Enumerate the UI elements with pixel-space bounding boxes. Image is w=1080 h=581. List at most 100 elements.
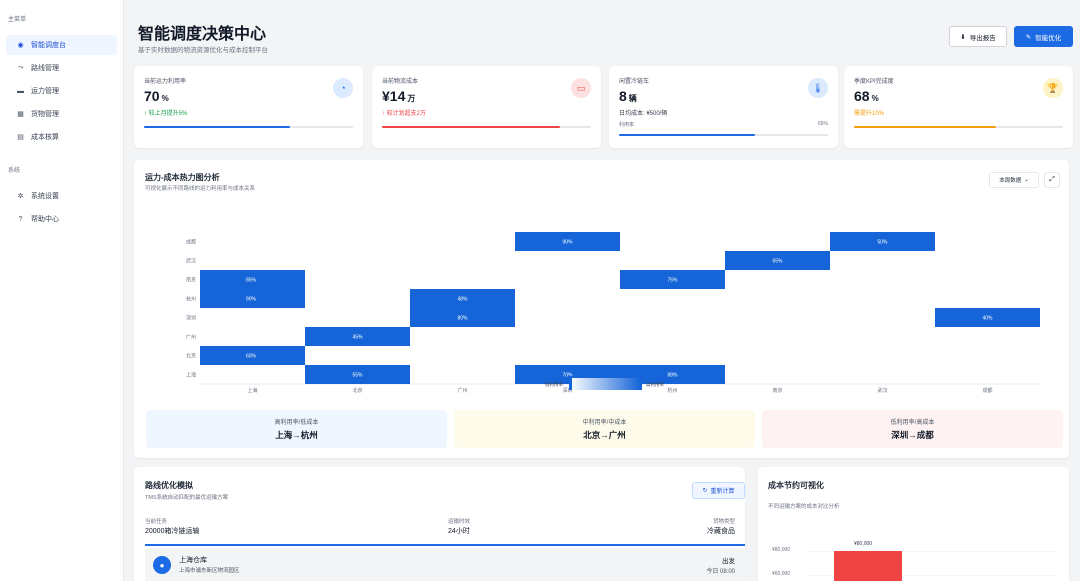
heatmap-cell-label: 90% bbox=[562, 240, 573, 246]
cost-subtitle: 不同运输方案的成本对比分析 bbox=[768, 504, 840, 510]
kpi-progress-fill bbox=[619, 134, 755, 136]
sidebar-item-label: 成本核算 bbox=[31, 134, 59, 141]
sidebar-section-system: 系统 bbox=[8, 168, 21, 174]
heatmap-cell[interactable] bbox=[200, 346, 305, 365]
heatmap-cell-label: 45% bbox=[352, 335, 363, 341]
sidebar-item[interactable]: ✲ 系统设置 bbox=[6, 186, 117, 206]
x-tick-label: 杭州 bbox=[667, 387, 677, 394]
heatmap-cell[interactable] bbox=[305, 327, 410, 346]
pencil-icon: ✎ bbox=[1025, 33, 1032, 41]
sidebar-item[interactable]: ⤳ 路线管理 bbox=[6, 58, 117, 78]
route-progress-line bbox=[145, 544, 745, 546]
sidebar-item[interactable]: ▤ 成本核算 bbox=[6, 127, 117, 147]
export-report-button[interactable]: ⬇ 导出报告 bbox=[949, 26, 1007, 47]
recalculate-button[interactable]: ↻ 重新计算 bbox=[692, 482, 745, 499]
heatmap-cell[interactable] bbox=[305, 365, 410, 384]
route-summary: 低利用率/高成本 深圳→成都 bbox=[762, 410, 1063, 448]
kpi-progress-track bbox=[382, 126, 591, 128]
heatmap-cell-label: 65% bbox=[772, 259, 783, 265]
location-pin-icon: ● bbox=[153, 556, 171, 574]
chevron-down-icon: ⌄ bbox=[1024, 177, 1029, 183]
heatmap-cell[interactable] bbox=[200, 270, 305, 289]
sidebar-item[interactable]: ▬ 运力管理 bbox=[6, 81, 117, 101]
kpi-card: 季度KPI完成度 68% 需提升10% 🏆 bbox=[844, 66, 1073, 148]
kpi-label: 当前运力利用率 bbox=[144, 79, 187, 85]
heatmap-cell-label: 48% bbox=[457, 297, 468, 303]
kpi-progress-fill bbox=[854, 126, 997, 128]
kpi-number: 68 bbox=[854, 88, 870, 104]
kpi-label: 当前物流成本 bbox=[382, 79, 419, 85]
stop-name: 上海仓库 bbox=[179, 557, 207, 564]
kpi-unit: % bbox=[871, 94, 879, 103]
kpi-note: ↑ 较上月提升5% bbox=[144, 111, 188, 117]
time-value: 24小时 bbox=[448, 528, 470, 535]
cargo-icon: ▦ bbox=[17, 111, 24, 118]
heatmap-cell-label: 85% bbox=[246, 278, 257, 284]
kpi-value: 70% bbox=[144, 88, 353, 104]
y-tick-label: ¥80,000 bbox=[772, 547, 791, 553]
route-optimization-card: 路线优化模拟 TMS系统自动匹配的最优运输方案 ↻ 重新计算 当前任务 2000… bbox=[134, 467, 745, 581]
legend-handle-min[interactable] bbox=[569, 376, 572, 390]
trophy-icon: 🏆 bbox=[1043, 78, 1063, 98]
heatmap-card: 运力-成本热力图分析 可视化展示不同路线的运力利用率与成本关系 本周数据 ⌄ ⤢… bbox=[134, 160, 1069, 458]
main-content: 智能调度决策中心 基于实时数据的物流资源优化与成本控制平台 ⬇ 导出报告 ✎ 智… bbox=[124, 0, 1080, 581]
route-stop[interactable]: ● 上海仓库 上海市浦东新区物流园区 出发 今日 08:00 bbox=[145, 548, 745, 581]
heatmap-cell[interactable] bbox=[725, 251, 830, 270]
sidebar-item[interactable]: ▦ 货物管理 bbox=[6, 104, 117, 124]
utilization-row: 利用率 65% bbox=[619, 121, 828, 128]
heatmap-cell-label: 90% bbox=[246, 297, 257, 303]
heatmap-cell[interactable] bbox=[830, 232, 935, 251]
heatmap-cell[interactable] bbox=[620, 270, 725, 289]
wallet-icon: ▭ bbox=[571, 78, 591, 98]
sidebar-item[interactable]: ◉ 智能调度台 bbox=[6, 35, 117, 55]
summary-value: 北京→广州 bbox=[583, 430, 626, 440]
kpi-number: 70 bbox=[144, 88, 160, 104]
y-tick-label: 深圳 bbox=[186, 315, 196, 322]
stop-time: 今日 08:00 bbox=[706, 569, 735, 575]
heatmap-cell[interactable] bbox=[200, 289, 305, 308]
utilization-label: 利用率 bbox=[619, 122, 635, 128]
heatmap-cell[interactable] bbox=[515, 232, 620, 251]
sidebar-section-main: 主菜单 bbox=[8, 17, 27, 23]
heatmap-cell[interactable] bbox=[620, 365, 725, 384]
sidebar-item-label: 运力管理 bbox=[31, 88, 59, 95]
y-tick-label: 北京 bbox=[186, 353, 196, 360]
y-tick-label: 武汉 bbox=[186, 258, 196, 265]
task-value: 20000箱冷链运输 bbox=[145, 528, 200, 535]
period-select-label: 本周数据 bbox=[999, 178, 1022, 184]
bar-data-label: ¥80,000 bbox=[854, 541, 873, 547]
gear-icon: ✲ bbox=[17, 193, 24, 200]
kpi-label: 季度KPI完成度 bbox=[854, 79, 894, 85]
pie-chart-icon: ◔ bbox=[333, 78, 353, 98]
kpi-number: 8 bbox=[619, 88, 627, 104]
expand-button[interactable]: ⤢ bbox=[1044, 172, 1060, 188]
sidebar-item-label: 系统设置 bbox=[31, 193, 59, 200]
page-title: 智能调度决策中心 bbox=[138, 26, 267, 43]
heatmap-cell[interactable] bbox=[410, 289, 515, 308]
heatmap-cell[interactable] bbox=[935, 308, 1040, 327]
cost-savings-card: 成本节约可视化 不同运输方案的成本对比分析 ¥80,000 ¥60,000 ¥8… bbox=[758, 467, 1069, 581]
sidebar-item-label: 路线管理 bbox=[31, 65, 59, 72]
y-tick-label: 成都 bbox=[186, 239, 196, 246]
kpi-unit: 辆 bbox=[628, 94, 637, 103]
period-select[interactable]: 本周数据 ⌄ bbox=[989, 172, 1039, 188]
kpi-progress-track bbox=[144, 126, 353, 128]
kpi-card: 闲置冷链车 8 辆日均成本: ¥500/辆 利用率 65% 🌡 bbox=[609, 66, 838, 148]
legend-min-label: 低利用率 bbox=[545, 381, 563, 388]
legend-handle-max[interactable] bbox=[639, 376, 642, 390]
cargo-label: 货物类型 bbox=[712, 519, 735, 525]
legend-max-label: 高利用率 bbox=[646, 381, 664, 388]
kpi-note: 日均成本: ¥500/辆 bbox=[619, 111, 668, 117]
smart-optimize-button[interactable]: ✎ 智能优化 bbox=[1014, 26, 1073, 47]
sidebar-item[interactable]: ? 帮助中心 bbox=[6, 209, 117, 229]
kpi-progress-track bbox=[619, 134, 828, 136]
heatmap-cell[interactable] bbox=[410, 308, 515, 327]
x-tick-label: 北京 bbox=[352, 387, 362, 394]
route-summary: 中利用率/中成本 北京→广州 bbox=[454, 410, 755, 448]
task-label: 当前任务 bbox=[145, 519, 168, 525]
download-icon: ⬇ bbox=[960, 33, 966, 41]
heatmap-legend-gradient bbox=[570, 378, 640, 390]
kpi-number: ¥14 bbox=[382, 88, 406, 104]
